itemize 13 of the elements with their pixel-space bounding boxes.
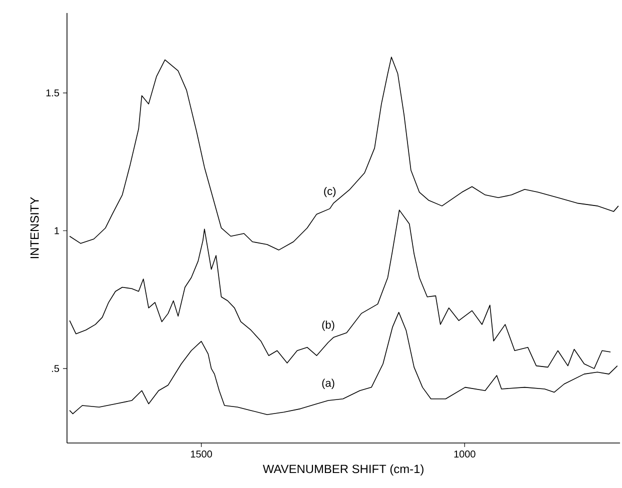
series-label: (c) — [324, 186, 336, 198]
y-axis-title: INTENSITY — [30, 197, 39, 258]
x-axis-title: WAVENUMBER SHIFT (cm-1) — [262, 464, 424, 476]
line-series — [69, 210, 611, 369]
x-tick-label: 1500 — [190, 450, 212, 458]
y-tick-label: 1.5 — [46, 89, 60, 96]
x-tick-label: 1000 — [454, 450, 476, 458]
series-label: (a) — [322, 378, 334, 390]
y-tick-label: .5 — [52, 365, 60, 372]
line-series — [69, 312, 618, 415]
series-label: (b) — [322, 320, 334, 331]
y-tick-label: 1 — [54, 227, 60, 234]
line-series — [69, 56, 619, 250]
